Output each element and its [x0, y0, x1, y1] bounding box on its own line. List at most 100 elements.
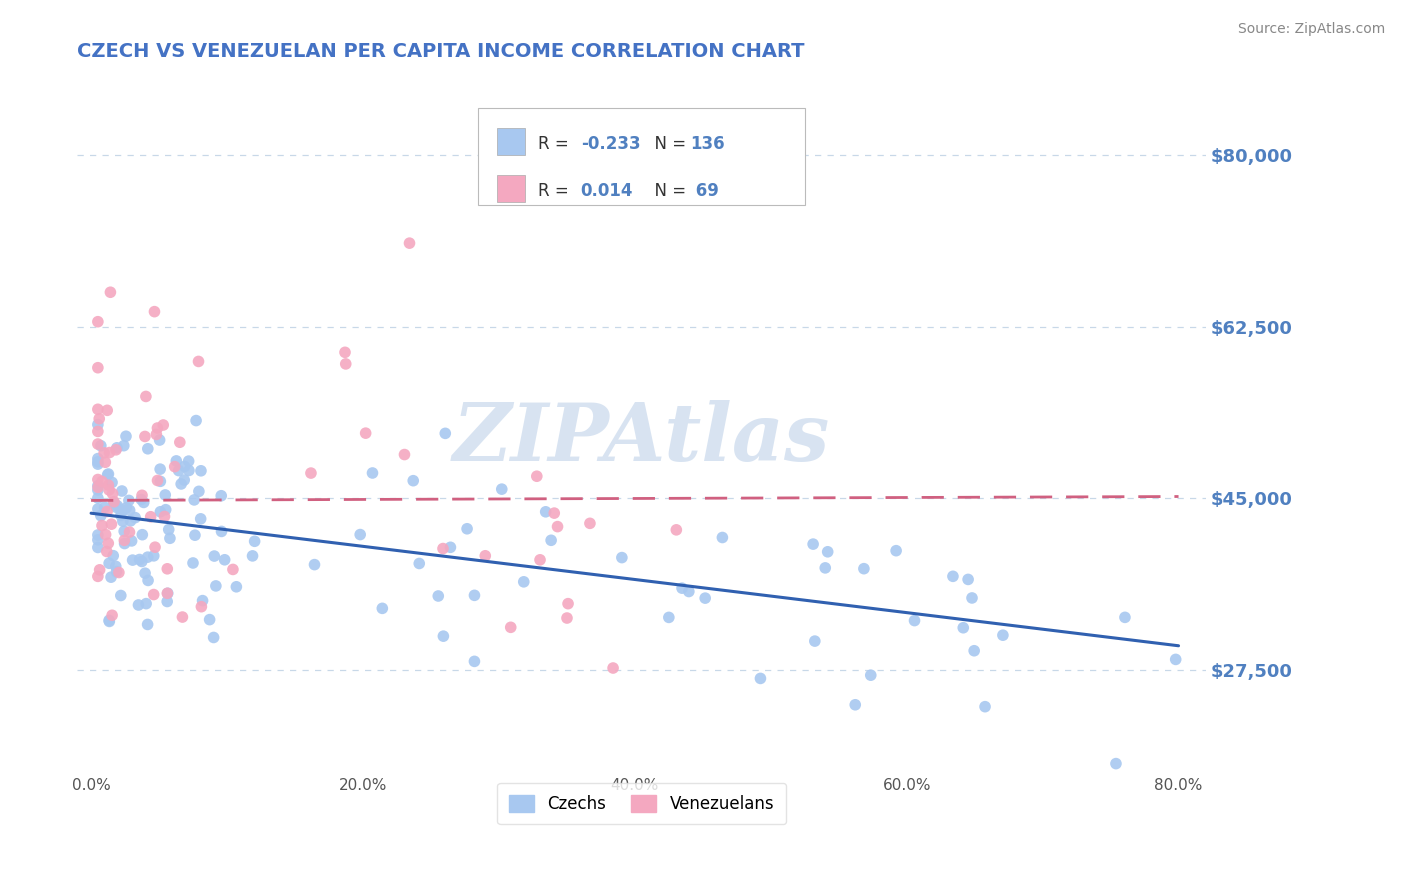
Point [108, 566, 131, 580]
Point [142, 588, 165, 602]
Bar [498, 175, 526, 202]
Point [111, 514, 134, 528]
Point [1164, 652, 1187, 666]
Point [434, 426, 457, 441]
Point [463, 654, 485, 668]
Point [103, 495, 125, 509]
Point [658, 610, 681, 624]
Point [540, 533, 562, 548]
Point [89, 563, 111, 577]
Point [149, 462, 172, 476]
Point [93, 500, 115, 515]
Point [100, 570, 122, 584]
Point [974, 699, 997, 714]
Point [225, 580, 247, 594]
Point [135, 389, 157, 403]
Text: 0.014: 0.014 [581, 182, 633, 200]
Point [87, 402, 110, 417]
Text: 136: 136 [690, 135, 724, 153]
Point [156, 586, 179, 600]
Point [87, 451, 110, 466]
Point [456, 522, 478, 536]
Point [903, 614, 925, 628]
Point [177, 454, 200, 468]
Point [132, 495, 155, 509]
Point [111, 503, 134, 517]
Point [579, 516, 602, 531]
Point [463, 588, 485, 602]
Point [156, 562, 179, 576]
Point [814, 561, 837, 575]
Point [143, 304, 166, 318]
Point [361, 466, 384, 480]
Point [131, 527, 153, 541]
Point [534, 505, 557, 519]
Point [963, 644, 986, 658]
Point [665, 523, 688, 537]
Point [94, 455, 117, 469]
Point [555, 611, 578, 625]
Point [101, 475, 124, 490]
Point [103, 549, 125, 563]
Point [146, 474, 169, 488]
Point [105, 499, 128, 513]
Point [105, 565, 128, 579]
Text: CZECH VS VENEZUELAN PER CAPITA INCOME CORRELATION CHART: CZECH VS VENEZUELAN PER CAPITA INCOME CO… [77, 42, 806, 61]
Point [97, 467, 120, 481]
Point [136, 550, 159, 565]
Point [198, 613, 221, 627]
Point [98, 483, 121, 497]
Point [678, 584, 700, 599]
Point [427, 589, 450, 603]
Point [184, 413, 207, 427]
Point [87, 502, 110, 516]
Point [155, 502, 177, 516]
Text: R =: R = [538, 182, 574, 200]
Point [852, 562, 875, 576]
Point [134, 566, 156, 581]
Point [817, 545, 839, 559]
Point [159, 531, 181, 545]
Point [190, 512, 212, 526]
Point [205, 579, 228, 593]
Point [145, 427, 167, 442]
Point [96, 504, 118, 518]
Point [98, 445, 121, 459]
Point [87, 569, 110, 583]
Point [335, 357, 357, 371]
Point [602, 661, 624, 675]
Point [96, 403, 118, 417]
Point [100, 285, 122, 300]
Point [149, 433, 172, 447]
Point [143, 540, 166, 554]
Text: N =: N = [644, 182, 692, 200]
Point [1114, 610, 1136, 624]
Point [187, 484, 209, 499]
Point [957, 573, 980, 587]
Point [671, 581, 693, 595]
Point [110, 508, 132, 523]
Point [112, 524, 135, 539]
Point [136, 617, 159, 632]
Point [87, 541, 110, 555]
Point [474, 549, 496, 563]
Point [118, 503, 141, 517]
Point [135, 597, 157, 611]
Point [115, 429, 138, 443]
Point [131, 554, 153, 568]
Point [98, 615, 121, 629]
Point [169, 435, 191, 450]
Point [97, 467, 120, 482]
Point [242, 549, 264, 563]
Point [136, 574, 159, 588]
Point [121, 533, 143, 548]
Point [87, 457, 110, 471]
Point [90, 508, 112, 523]
Point [149, 475, 172, 489]
Point [214, 553, 236, 567]
Point [91, 518, 114, 533]
Point [87, 533, 110, 547]
Point [100, 517, 122, 532]
Point [222, 562, 245, 576]
Point [128, 552, 150, 566]
